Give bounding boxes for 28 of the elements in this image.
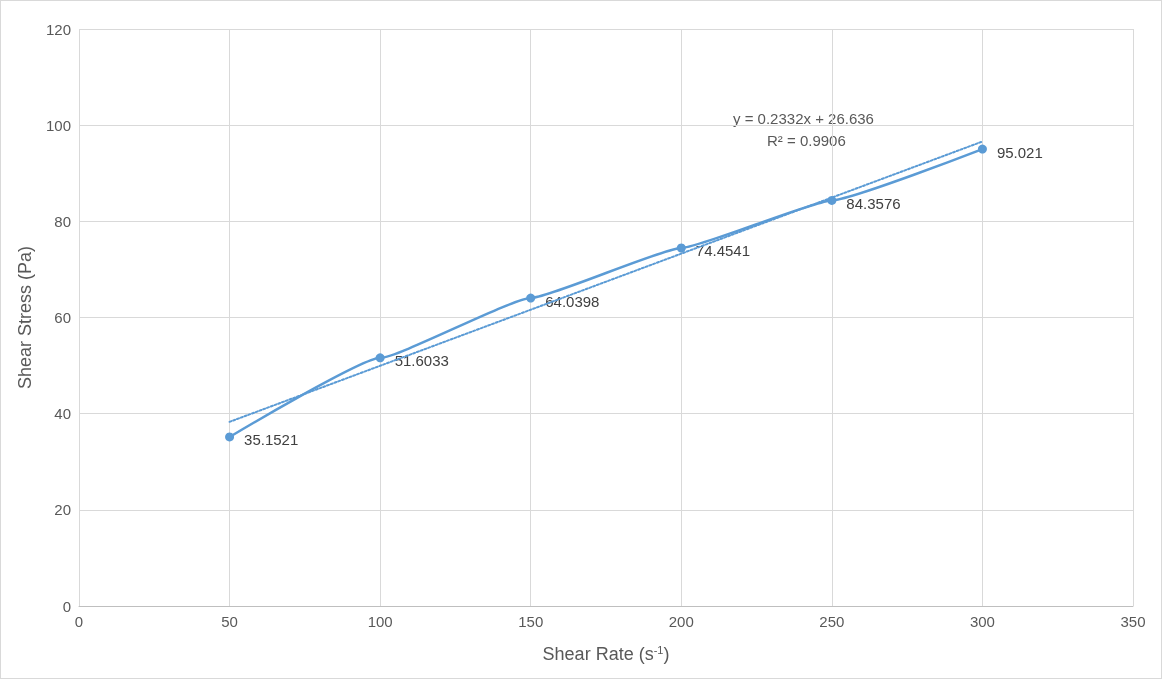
point <box>676 243 686 253</box>
x-tick-label: 350 <box>1120 613 1146 630</box>
y-tick-label: 120 <box>45 20 71 38</box>
y-tick-label: 40 <box>54 405 71 423</box>
x-tick-label: 150 <box>518 613 544 630</box>
x-tick-label: 200 <box>668 613 694 630</box>
y-axis-title: Shear Stress (Pa) <box>15 245 35 390</box>
data-label: 64.0398 <box>545 292 600 310</box>
data-label: 95.021 <box>996 143 1043 161</box>
y-tick-label: 80 <box>54 212 71 230</box>
data-label: 84.3576 <box>846 194 901 212</box>
data-label: 51.6033 <box>394 352 449 370</box>
point <box>375 353 385 363</box>
x-tick-label: 300 <box>969 613 995 630</box>
x-tick-label: 50 <box>221 613 238 630</box>
y-tick-label: 100 <box>45 116 71 134</box>
x-tick-label: 250 <box>819 613 845 630</box>
annotation: R² = 0.9906 <box>767 132 846 149</box>
point <box>977 144 987 154</box>
point <box>225 432 235 442</box>
data-label: 35.1521 <box>244 431 299 449</box>
x-tick-label: 100 <box>367 613 393 630</box>
point <box>526 293 536 303</box>
x-tick-label: 0 <box>74 613 84 630</box>
data-label: 74.4541 <box>695 242 751 260</box>
y-tick-label: 60 <box>54 309 71 326</box>
y-tick-label: 0 <box>62 597 71 615</box>
y-tick-label: 20 <box>54 501 71 519</box>
